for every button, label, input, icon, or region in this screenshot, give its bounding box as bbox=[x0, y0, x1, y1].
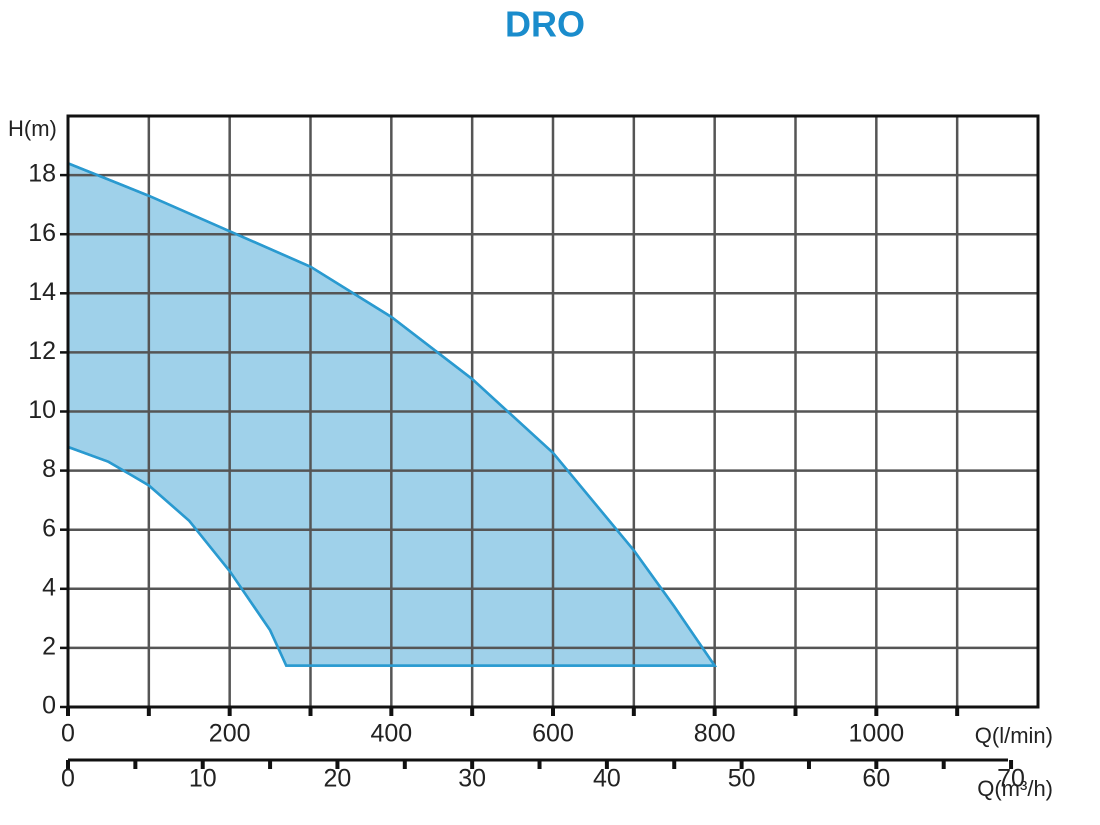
y-tick-label: 18 bbox=[28, 160, 56, 188]
operating-range bbox=[66, 161, 718, 667]
x-tick-label: 1000 bbox=[849, 720, 905, 748]
x2-tick-label: 70 bbox=[997, 765, 1025, 793]
x2-tick-label: 20 bbox=[324, 765, 352, 793]
x2-tick-label: 60 bbox=[862, 765, 890, 793]
x-tick-label: 400 bbox=[370, 720, 412, 748]
y-tick-label: 12 bbox=[28, 337, 56, 365]
y-tick-label: 6 bbox=[42, 514, 56, 542]
x2-axis-label: Q(m³/h) bbox=[977, 776, 1053, 801]
y-tick-label: 0 bbox=[42, 692, 56, 720]
y-tick-label: 14 bbox=[28, 278, 56, 306]
x-tick-label: 600 bbox=[532, 720, 574, 748]
x2-tick-label: 30 bbox=[458, 765, 486, 793]
y-tick-label: 2 bbox=[42, 633, 56, 661]
y-axis-label: H(m) bbox=[8, 116, 57, 141]
x-axis-label: Q(l/min) bbox=[975, 723, 1053, 748]
x-tick-label: 200 bbox=[209, 720, 251, 748]
y-tick-label: 8 bbox=[42, 455, 56, 483]
x2-tick-label: 10 bbox=[189, 765, 217, 793]
x-tick-label: 0 bbox=[61, 720, 75, 748]
chart-title: DRO bbox=[505, 4, 585, 45]
x2-tick-label: 0 bbox=[61, 765, 75, 793]
x2-tick-label: 50 bbox=[728, 765, 756, 793]
y-tick-label: 10 bbox=[28, 396, 56, 424]
x-tick-label: 800 bbox=[694, 720, 736, 748]
x2-tick-label: 40 bbox=[593, 765, 621, 793]
y-tick-label: 16 bbox=[28, 219, 56, 247]
y-tick-label: 4 bbox=[42, 573, 56, 601]
